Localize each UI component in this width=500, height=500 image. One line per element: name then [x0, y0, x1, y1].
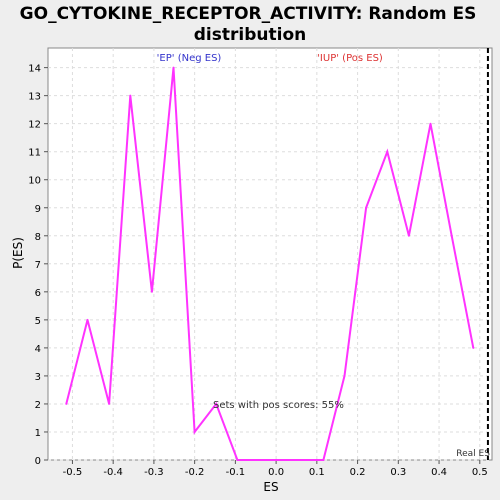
y-tick-label: 11 — [28, 148, 41, 159]
data-point — [215, 402, 218, 405]
data-point — [129, 94, 132, 97]
y-tick-label: 6 — [35, 288, 41, 299]
pos-scores-note: Sets with pos scores: 55% — [213, 400, 344, 411]
data-point — [472, 346, 475, 349]
chart-title-line-2: distribution — [194, 25, 306, 45]
data-point — [365, 206, 368, 209]
data-point — [86, 318, 89, 321]
real-es-label: Real ES — [456, 449, 490, 459]
chart-title-line-1: GO_CYTOKINE_RECEPTOR_ACTIVITY: Random ES — [20, 4, 477, 24]
pos-es-label: 'IUP' (Pos ES) — [317, 53, 383, 64]
x-axis: -0.5 -0.4 -0.3 -0.2 -0.1 0.0 0.1 0.2 0.3 0.4 0.5 — [63, 460, 488, 478]
data-point — [65, 402, 68, 405]
data-point — [450, 234, 453, 237]
y-tick-label: 10 — [28, 176, 41, 187]
data-point — [172, 66, 175, 69]
series-line — [65, 67, 475, 461]
data-point — [386, 150, 389, 153]
data-point — [279, 459, 282, 461]
x-tick-label: 0.4 — [431, 467, 447, 478]
data-point — [322, 459, 325, 461]
data-point — [429, 122, 432, 125]
y-tick-label: 9 — [35, 204, 41, 215]
x-tick-label: -0.3 — [144, 467, 164, 478]
x-tick-label: -0.2 — [185, 467, 205, 478]
y-tick-label: 13 — [28, 92, 41, 103]
y-tick-label: 2 — [35, 400, 41, 411]
y-tick-label: 3 — [35, 372, 41, 383]
x-axis-label: ES — [263, 480, 278, 494]
data-point — [343, 374, 346, 377]
annotations-group: Real ES 'EP' (Neg ES) 'IUP' (Pos ES) Sets w… — [157, 48, 490, 460]
y-tick-label: 1 — [35, 428, 41, 439]
x-tick-label: -0.1 — [226, 467, 246, 478]
x-tick-label: -0.5 — [63, 467, 83, 478]
x-tick-label: 0.2 — [350, 467, 366, 478]
data-point — [150, 290, 153, 293]
y-tick-label: 4 — [35, 344, 41, 355]
y-tick-label: 0 — [35, 456, 41, 467]
y-tick-label: 14 — [28, 64, 41, 75]
series-group — [65, 66, 475, 461]
y-tick-label: 7 — [35, 260, 41, 271]
neg-es-label: 'EP' (Neg ES) — [157, 53, 222, 64]
data-point — [300, 459, 303, 461]
data-point — [193, 431, 196, 433]
x-tick-label: 0.1 — [309, 467, 325, 478]
x-tick-label: 0.3 — [390, 467, 406, 478]
y-tick-label: 12 — [28, 120, 41, 131]
y-tick-label: 8 — [35, 232, 41, 243]
x-tick-label: -0.4 — [103, 467, 123, 478]
data-point — [108, 402, 111, 405]
y-tick-label: 5 — [35, 316, 41, 327]
x-tick-label: 0.0 — [268, 467, 284, 478]
grid-lines — [48, 48, 492, 461]
y-axis-label: P(ES) — [11, 237, 25, 269]
data-point — [236, 459, 239, 461]
data-point — [258, 459, 260, 461]
x-tick-label: 0.5 — [472, 467, 488, 478]
data-point — [407, 234, 410, 237]
plot-area — [47, 47, 493, 461]
